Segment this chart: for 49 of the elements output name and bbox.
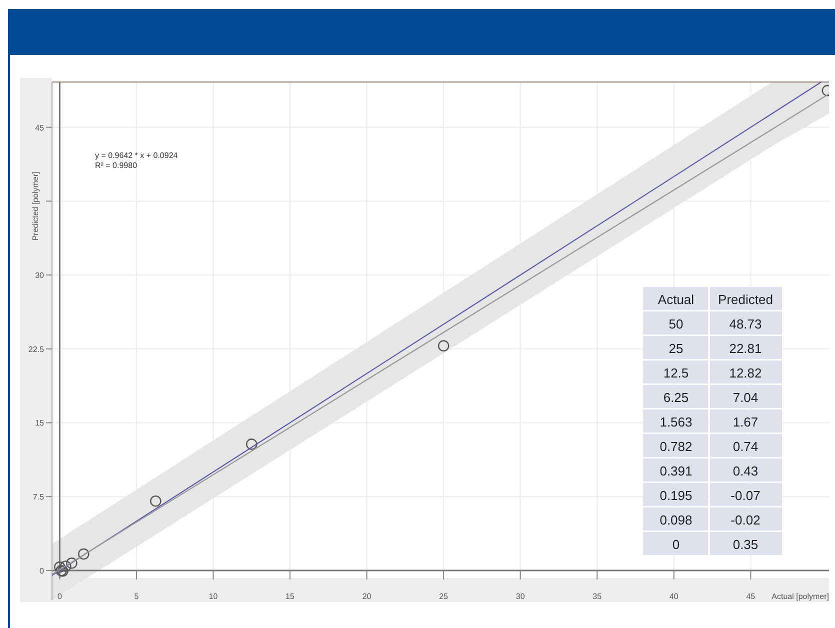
y-tick-label: 7.5 — [32, 492, 45, 502]
category-label: 6.25 — [663, 390, 689, 405]
category-label: 0.391 — [660, 464, 692, 478]
point — [60, 560, 72, 572]
point — [66, 558, 78, 569]
data-label: -0.07 — [730, 488, 760, 503]
data-label: 0.74 — [732, 439, 758, 454]
category-label: 25 — [668, 341, 684, 356]
annotation: y = 0.9642 * x + 0.0924 — [95, 151, 178, 160]
annotation: Actual — [658, 292, 694, 307]
data-label: 12.82 — [729, 366, 762, 380]
y-tick-label: 0 — [40, 566, 45, 576]
annotation: R² = 0.9980 — [95, 161, 138, 170]
y-tick-label: 30 — [35, 271, 45, 280]
x-tick-label: 40 — [669, 592, 679, 601]
x-tick-label: 5 — [134, 592, 140, 601]
data-label: 48.73 — [729, 316, 762, 332]
y-axis-title: Predicted [polymer] — [31, 172, 40, 241]
x-tick-label: 35 — [592, 592, 602, 601]
data-label: 0.35 — [732, 537, 758, 552]
category-label: 12.5 — [663, 366, 689, 380]
x-axis-title: Actual [polymer] — [772, 592, 829, 601]
x-tick-label: 10 — [208, 592, 218, 601]
category-label: 1.563 — [660, 414, 692, 430]
y-tick-label: 22.5 — [28, 344, 45, 354]
category-label: 0.782 — [660, 439, 692, 454]
y-tick-label: 45 — [35, 123, 45, 132]
data-label: 1.67 — [732, 414, 758, 430]
category-label: 0 — [672, 537, 680, 552]
category-label: 0.195 — [660, 488, 692, 503]
category-label: 50 — [668, 316, 684, 332]
x-tick-label: 30 — [516, 592, 526, 601]
data-label: 0.43 — [732, 464, 758, 478]
data-label: -0.02 — [730, 512, 760, 528]
data-label: 22.81 — [729, 341, 762, 356]
x-tick-label: 45 — [746, 592, 756, 601]
point — [246, 438, 258, 450]
point — [150, 495, 162, 507]
data-label: 7.04 — [732, 390, 758, 405]
x-tick-label: 20 — [362, 592, 372, 601]
x-tick-label: 0 — [57, 592, 62, 601]
x-tick-label: 25 — [439, 592, 449, 601]
annotation: Predicted — [718, 292, 773, 307]
x-tick-label: 15 — [286, 592, 296, 601]
point — [78, 548, 90, 560]
y-tick-label: 15 — [35, 418, 45, 428]
category-label: 0.098 — [660, 512, 692, 528]
point — [438, 340, 450, 352]
point — [54, 561, 66, 573]
